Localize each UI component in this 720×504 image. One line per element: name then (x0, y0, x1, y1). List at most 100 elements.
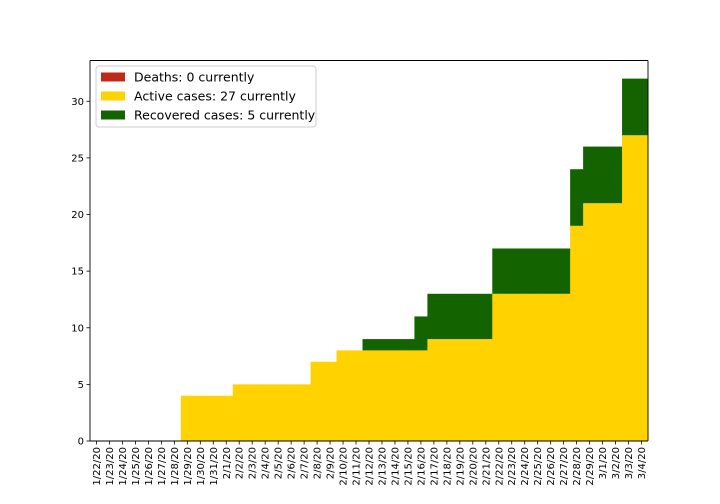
x-tick-label: 2/28/20 (572, 447, 583, 486)
bar-active (271, 384, 286, 441)
bar-active (505, 293, 519, 441)
bar-active (336, 350, 350, 441)
x-tick-label: 2/27/20 (559, 447, 570, 486)
y-tick-labels: 0 5 10 15 20 25 30 (71, 97, 90, 448)
x-tick-label: 2/16/20 (416, 447, 427, 486)
x-tick-label: 3/4/20 (637, 447, 648, 479)
x-tick-label: 1/23/20 (105, 447, 116, 486)
bar-recovered (466, 293, 480, 340)
bar-recovered (531, 248, 545, 294)
x-tick-label: 2/2/20 (235, 447, 246, 479)
x-tick-label: 2/6/20 (287, 447, 298, 479)
bar-recovered (414, 316, 428, 351)
x-tick-label: 1/27/20 (157, 447, 168, 486)
bar-active (466, 339, 480, 441)
bar-active (635, 135, 649, 442)
x-tick-label: 1/24/20 (118, 447, 129, 486)
x-tick-label: 1/25/20 (131, 447, 142, 486)
x-tick-label: 2/21/20 (481, 447, 492, 486)
bar-recovered (518, 248, 532, 294)
bar-active (310, 361, 324, 441)
bar-recovered (479, 293, 493, 340)
x-tick-label: 2/17/20 (429, 447, 440, 486)
bar-active (622, 135, 636, 442)
bar-active (583, 203, 597, 441)
x-tick-label: 2/20/20 (468, 447, 479, 486)
bar-active (440, 339, 454, 441)
legend-swatch-deaths (101, 72, 125, 82)
bar-active (557, 293, 571, 441)
x-tick-labels: 1/22/20 1/23/20 1/24/20 1/25/20 1/26/20 1/27/… (92, 441, 648, 486)
bar-active (284, 384, 299, 441)
x-tick-label: 2/23/20 (507, 447, 518, 486)
x-tick-label: 2/11/20 (352, 447, 363, 486)
y-tick-label: 25 (71, 153, 84, 164)
x-tick-label: 2/7/20 (300, 447, 311, 479)
bar-recovered (622, 78, 636, 136)
bar-active (180, 395, 195, 441)
bar-active (388, 350, 402, 441)
bar-recovered (609, 146, 623, 204)
bar-active (531, 293, 545, 441)
bar-recovered (583, 146, 597, 204)
bar-active (219, 395, 234, 441)
x-tick-label: 3/3/20 (624, 447, 635, 479)
x-tick-label: 2/12/20 (365, 447, 376, 486)
axes-layer (89, 60, 649, 442)
y-tick-label: 5 (78, 380, 84, 391)
legend-swatch-recovered (101, 110, 125, 120)
legend: Deaths: 0 currently Active cases: 27 curr… (95, 65, 317, 128)
bar-active (362, 350, 376, 441)
bar-active (427, 339, 441, 441)
x-tick-label: 2/19/20 (455, 447, 466, 486)
x-tick-label: 2/24/20 (520, 447, 531, 486)
x-tick-label: 1/29/20 (183, 447, 194, 486)
x-tick-label: 2/4/20 (261, 447, 272, 479)
bar-recovered (427, 293, 441, 340)
bar-recovered (401, 339, 415, 351)
x-tick-label: 2/14/20 (390, 447, 401, 486)
bar-active (518, 293, 532, 441)
bar-recovered (492, 248, 506, 294)
x-tick-label: 2/29/20 (585, 447, 596, 486)
x-tick-label: 2/3/20 (248, 447, 259, 479)
bar-active (479, 339, 493, 441)
x-tick-label: 2/13/20 (377, 447, 388, 486)
bar-recovered (544, 248, 558, 294)
x-tick-label: 2/15/20 (403, 447, 414, 486)
x-tick-label: 3/1/20 (598, 447, 609, 479)
x-tick-label: 2/25/20 (533, 447, 544, 486)
bar-active (453, 339, 467, 441)
legend-swatch-active (101, 91, 125, 101)
bar-active (544, 293, 558, 441)
bar-active (258, 384, 273, 441)
bar-recovered (557, 248, 571, 294)
bar-active (206, 395, 221, 441)
x-tick-label: 3/2/20 (611, 447, 622, 479)
bar-active (570, 225, 584, 441)
y-tick-label: 20 (71, 210, 84, 221)
bar-recovered (505, 248, 519, 294)
x-tick-label: 2/10/20 (339, 447, 350, 486)
bar-recovered (375, 339, 389, 351)
y-tick-label: 10 (71, 323, 84, 334)
bar-active (375, 350, 389, 441)
bar-active (596, 203, 610, 441)
legend-label-recovered: Recovered cases: 5 currently (134, 108, 316, 123)
bar-active (245, 384, 260, 441)
x-tick-label: 1/26/20 (144, 447, 155, 486)
x-tick-label: 1/31/20 (209, 447, 220, 486)
bar-active (193, 395, 208, 441)
bar-active (609, 203, 623, 441)
x-tick-label: 2/26/20 (546, 447, 557, 486)
bar-recovered (388, 339, 402, 351)
bars-layer (180, 78, 649, 442)
bar-recovered (440, 293, 454, 340)
bar-recovered (635, 78, 649, 136)
x-tick-label: 1/30/20 (196, 447, 207, 486)
x-tick-label: 2/9/20 (326, 447, 337, 479)
bar-active (232, 384, 247, 441)
x-tick-label: 2/8/20 (313, 447, 324, 479)
legend-label-deaths: Deaths: 0 currently (134, 70, 255, 85)
y-tick-label: 15 (71, 267, 84, 278)
